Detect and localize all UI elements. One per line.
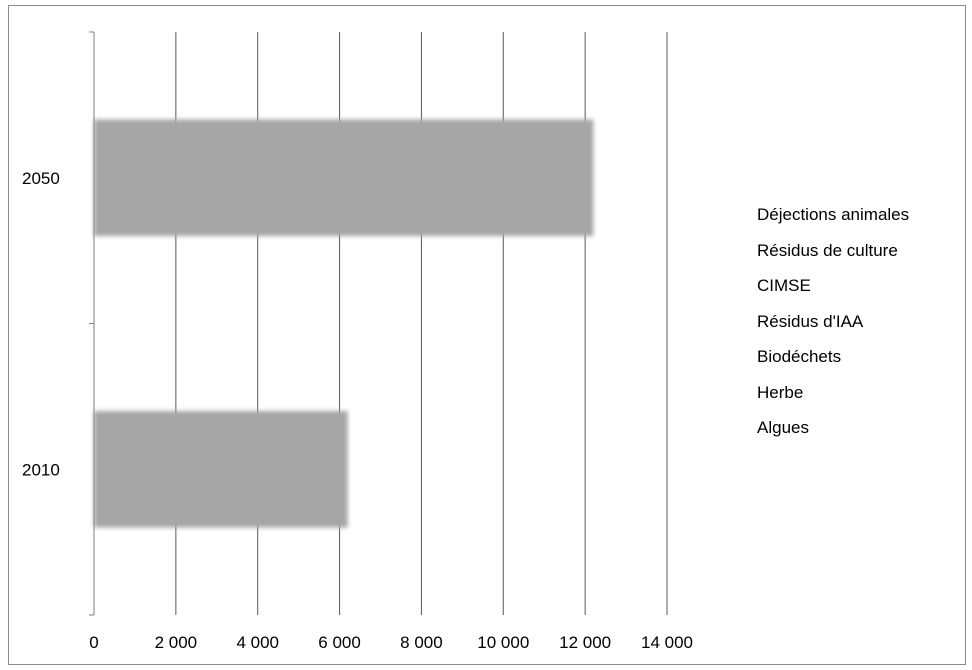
legend-entry: Résidus de culture: [757, 240, 898, 260]
legend-entry: Résidus d'IAA: [757, 311, 864, 331]
category-label: 2050: [22, 169, 60, 188]
x-tick-labels: 0 2 000 4 000 6 000 8 000 10 000 12 000 14 000: [89, 633, 693, 652]
x-tick-label: 8 000: [400, 633, 443, 652]
x-tick-label: 2 000: [155, 633, 198, 652]
legend-entry: CIMSE: [757, 276, 811, 295]
x-tick-label: 6 000: [318, 633, 361, 652]
bar: [94, 410, 348, 528]
category-label: 2010: [22, 460, 60, 479]
chart-frame: [8, 5, 966, 665]
x-tick-label: 10 000: [477, 633, 529, 652]
x-tick-label: 4 000: [236, 633, 279, 652]
legend-entry: Herbe: [757, 382, 804, 402]
x-tick-label: 12 000: [559, 633, 611, 652]
category-labels: 2010 2050: [22, 169, 60, 480]
legend: Déjections animales Résidus de culture CIM…: [757, 197, 909, 446]
bar: [94, 119, 594, 237]
legend-entry: Algues: [757, 418, 809, 437]
x-tick-label: 0: [89, 633, 98, 652]
bars: [94, 119, 594, 528]
legend-entry: Biodéchets: [757, 347, 842, 366]
legend-entry: Déjections animales: [757, 205, 910, 224]
x-tick-label: 14 000: [641, 633, 693, 652]
axis-lines: [89, 31, 95, 616]
